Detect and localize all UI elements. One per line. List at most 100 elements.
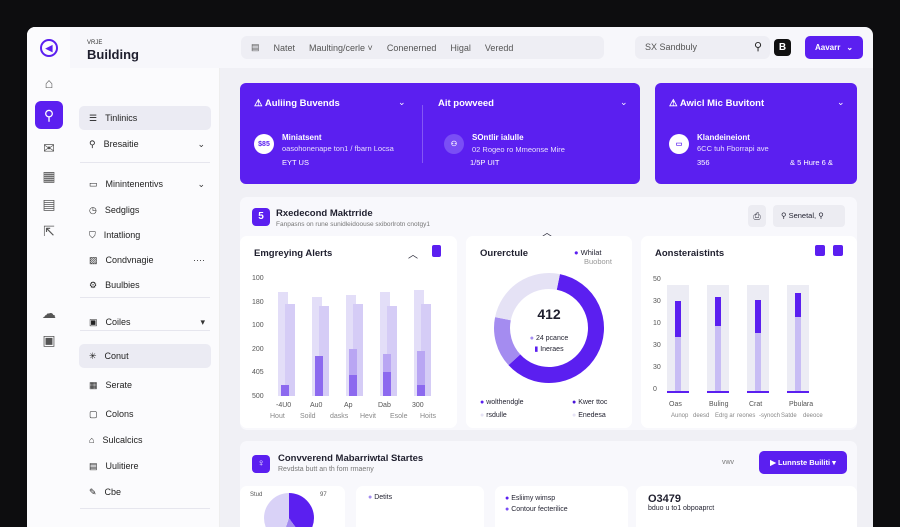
nav-item[interactable]: Maulting/cerle ˅	[309, 42, 373, 53]
chevron-down-icon[interactable]: ⌄	[620, 97, 628, 107]
list-icon: ☰	[89, 112, 98, 123]
sidebar-item[interactable]: ⌂ Sulcalcics	[79, 428, 211, 452]
summary-card-3[interactable]: ⚠ Awicl Mic Buvitont ⌄ ▭ Klandeineiont 6…	[655, 83, 857, 184]
inbox-icon[interactable]: ✉	[43, 139, 55, 156]
sidebar-item[interactable]: ☰ Tinlinics	[79, 106, 211, 130]
bar-dark	[315, 355, 323, 396]
chevron-icon[interactable]: ····	[193, 255, 205, 265]
chevron-down-icon[interactable]: ⌄	[398, 97, 406, 107]
x-tick: Buling	[709, 401, 729, 408]
account-button[interactable]: Aavarr ⌄	[805, 36, 863, 59]
summary-card-1[interactable]: ⚠ Auliing Buvends ⌄ $85 Miniatsent oasoh…	[240, 83, 640, 184]
export-icon[interactable]: ⇱	[43, 222, 55, 239]
sidebar-item[interactable]: ▢ Colons	[79, 402, 211, 426]
bar-mid	[417, 351, 425, 396]
chevron-up-icon[interactable]: ︿	[408, 250, 418, 261]
bar-dark	[795, 292, 801, 318]
bar-dark	[675, 301, 681, 337]
launch-button[interactable]: ▶ Lunnste Builiti ▾	[759, 451, 847, 474]
building-icon[interactable]: ▦	[42, 167, 56, 184]
sparkle-icon: ✳	[89, 350, 97, 361]
card-value: 356	[697, 158, 710, 167]
user-icon: ⚇	[444, 134, 464, 154]
building-icon: ⌂	[89, 435, 95, 445]
search-icon[interactable]: ⚲	[753, 41, 762, 53]
x-label: Aunop	[671, 413, 689, 419]
card-value: EYT US	[282, 158, 309, 167]
x-label: Hevit	[360, 413, 376, 420]
nav-item[interactable]: Natet	[273, 42, 296, 53]
bar-dark	[281, 385, 289, 396]
x-label: dasks	[330, 413, 349, 420]
card-item-sub: 02 Rogeo ro Mmeonse Mire	[472, 145, 565, 154]
divider	[80, 162, 210, 163]
sidebar-item-label: Intatliong	[103, 230, 141, 240]
search-input[interactable]: SX Sandbuly ⚲	[635, 36, 770, 59]
y-tick: 50	[653, 276, 661, 283]
y-tick: 10	[653, 320, 661, 327]
sidebar-item[interactable]: ▦ Serate	[79, 373, 211, 397]
filter-button[interactable]: ⚲ Senetal, ⚲	[773, 205, 845, 227]
sidebar-item-label: Sulcalcics	[102, 435, 143, 445]
chevron-icon[interactable]: ▾	[200, 316, 205, 327]
chevron-icon[interactable]: ⌄	[197, 138, 205, 149]
sidebar-item[interactable]: ▭ Minintenentivs ⌄	[79, 172, 211, 196]
divider	[80, 508, 210, 509]
grid-icon[interactable]	[432, 245, 441, 257]
bar-dark	[383, 372, 391, 396]
brand-small: VRJE	[87, 40, 103, 46]
x-tick: Oas	[669, 401, 682, 408]
card-title: Ait powveed	[438, 98, 494, 109]
pie-chart	[264, 493, 314, 527]
y-tick: 180	[252, 298, 264, 306]
card-value: 1/5P UIT	[470, 158, 500, 167]
sidebar-item[interactable]: ⚙ Buulbies	[79, 273, 211, 297]
bar-base	[667, 391, 689, 393]
donut-slice	[494, 317, 521, 366]
more-menu[interactable]: vwv	[722, 459, 735, 466]
nav-item[interactable]: Veredd	[484, 42, 514, 53]
sidebar-item-label: Conut	[104, 351, 129, 361]
sidebar-item[interactable]: ⚲ Bresaitie ⌄	[79, 132, 211, 156]
sidebar-item[interactable]: ⛉ Intatliong	[79, 223, 211, 247]
bar-light	[319, 306, 329, 396]
sidebar-item[interactable]: ✳ Conut	[79, 344, 211, 368]
bar-light	[675, 336, 681, 393]
chevron-down-icon[interactable]: ⌄	[837, 97, 845, 107]
cloud-icon[interactable]: ☁	[42, 304, 56, 321]
chevron-icon[interactable]: ⌄	[197, 178, 205, 189]
warning-icon: ⚠	[254, 98, 263, 109]
export-button[interactable]: ⎙	[748, 205, 766, 227]
sidebar-item[interactable]: ▤ Uulitiere	[79, 454, 211, 478]
save-icon[interactable]	[815, 245, 825, 256]
text-icon[interactable]	[833, 245, 843, 256]
chevron-up-icon[interactable]: ︿	[542, 228, 552, 239]
table-icon[interactable]: ▤	[42, 195, 56, 212]
gear-icon: ⚙	[89, 279, 98, 290]
bar-light	[285, 303, 295, 396]
search-icon[interactable]: ⚲	[35, 101, 63, 129]
donut-chart	[494, 273, 604, 383]
sidebar-item-label: Cbe	[104, 487, 122, 497]
value-card: O3479 bduo u to1 obpoaprct	[636, 486, 857, 527]
sidebar-item[interactable]: ✎ Cbe	[79, 480, 211, 504]
sidebar-item[interactable]: ▨ Condvnagie ····	[79, 248, 211, 272]
nav-item[interactable]: Conenerned	[386, 42, 437, 53]
nav-item[interactable]: Higal	[450, 42, 471, 53]
store-icon[interactable]: ▣	[42, 331, 56, 348]
sidebar-item[interactable]: ◷ Sedgligs	[79, 198, 211, 222]
divider	[422, 105, 423, 163]
x-tick: Au0	[310, 402, 323, 409]
donut-slice	[495, 273, 560, 321]
bar-base	[787, 391, 809, 393]
icon-rail: ◀ ⌂ ⚲ ✉ ▦ ▤ ⇱ ☁ ▣	[27, 27, 70, 527]
x-label: Edrg ar	[715, 413, 735, 419]
b-button[interactable]: B	[774, 39, 791, 56]
bar-mid	[349, 348, 357, 396]
card-badge: $85	[254, 134, 274, 154]
menu-icon[interactable]: ▤	[251, 42, 260, 52]
sidebar-item[interactable]: ▣ Coiles ▾	[79, 310, 211, 334]
search-icon: ⚲	[89, 138, 96, 149]
home-icon[interactable]: ⌂	[44, 75, 54, 91]
bar-light	[353, 303, 363, 396]
